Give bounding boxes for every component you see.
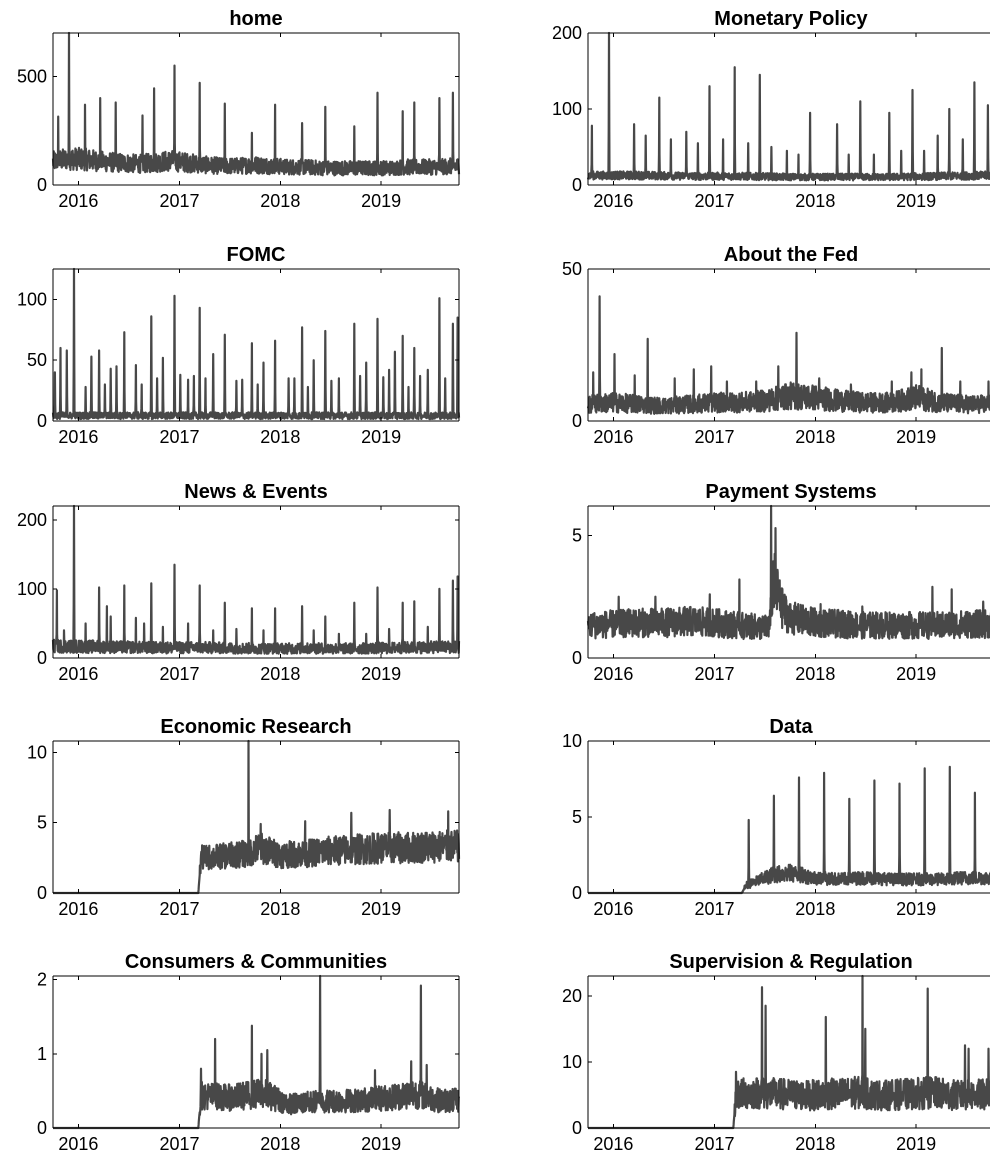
series-line [51,267,461,421]
y-tick-label: 10 [562,731,582,751]
panel-title: About the Fed [724,244,858,266]
x-tick-label: 2017 [694,664,734,684]
x-tick-label: 2017 [694,191,734,211]
x-tick-label: 2018 [260,899,300,919]
panel-9: Supervision & Regulation 0 10 20 2016 2017 201… [562,951,990,1154]
series-line [52,739,461,895]
x-tick-label: 2018 [795,899,835,919]
x-tick-label: 2019 [896,191,936,211]
panel-8: Consumers & Communities 0 1 2 2016 2017 2018 20… [37,951,461,1154]
x-tick-label: 2016 [593,899,633,919]
x-tick-label: 2019 [896,899,936,919]
y-tick-label: 5 [572,525,582,545]
x-tick-label: 2019 [361,899,401,919]
panel-1: Monetary Policy 0 100 200 2016 2017 2018 2019 [552,8,990,211]
y-tick-label: 0 [37,648,47,668]
y-tick-label: 50 [27,350,47,370]
y-tick-label: 0 [572,1118,582,1138]
series-line [586,295,990,415]
y-tick-label: 0 [37,883,47,903]
x-tick-label: 2016 [593,427,633,447]
y-tick-label: 200 [552,23,582,43]
series-line [587,974,990,1130]
x-tick-label: 2016 [58,191,98,211]
y-tick-label: 5 [572,807,582,827]
y-tick-label: 20 [562,986,582,1006]
x-tick-label: 2017 [694,1134,734,1154]
x-tick-label: 2016 [58,1134,98,1154]
panel-title: Data [769,716,813,738]
x-tick-label: 2017 [159,191,199,211]
panel-4: News & Events 0 100 200 2016 2017 2018 2019 [17,481,461,684]
y-tick-label: 200 [17,510,47,530]
x-tick-label: 2017 [159,899,199,919]
x-tick-label: 2018 [260,664,300,684]
series-line [587,765,990,895]
y-tick-label: 10 [562,1052,582,1072]
panel-title: News & Events [184,481,327,503]
panel-title: FOMC [227,244,286,266]
panel-2: FOMC 0 50 100 2016 2017 2018 2019 [17,244,461,447]
series-line [586,504,990,641]
series-line [586,31,990,182]
y-tick-label: 0 [572,175,582,195]
panel-7: Data 0 5 10 2016 2017 2018 2019 [562,716,990,919]
x-tick-label: 2016 [58,664,98,684]
x-tick-label: 2019 [896,427,936,447]
y-tick-label: 100 [552,99,582,119]
panel-title: home [229,8,282,30]
panel-6: Economic Research 0 5 10 2016 2017 2018 2019 [27,716,461,919]
y-tick-label: 5 [37,813,47,833]
x-tick-label: 2016 [593,664,633,684]
panel-title: Consumers & Communities [125,951,387,973]
series-line [51,504,461,655]
x-tick-label: 2018 [795,191,835,211]
x-tick-label: 2017 [694,427,734,447]
y-tick-label: 10 [27,742,47,762]
x-tick-label: 2019 [361,664,401,684]
x-tick-label: 2017 [159,427,199,447]
x-tick-label: 2019 [896,1134,936,1154]
x-tick-label: 2018 [260,1134,300,1154]
panel-title: Economic Research [160,716,351,738]
panel-5: Payment Systems 0 5 2016 2017 2018 2019 [572,481,990,684]
y-tick-label: 0 [572,883,582,903]
series-line [52,974,461,1130]
x-tick-label: 2018 [795,1134,835,1154]
y-tick-label: 100 [17,289,47,309]
y-tick-label: 0 [572,411,582,431]
y-tick-label: 0 [37,175,47,195]
series-line [51,31,461,177]
x-tick-label: 2016 [58,427,98,447]
panel-3: About the Fed 0 50 2016 2017 2018 2019 [562,244,990,447]
x-tick-label: 2017 [694,899,734,919]
y-tick-label: 500 [17,66,47,86]
x-tick-label: 2018 [260,191,300,211]
x-tick-label: 2017 [159,1134,199,1154]
x-tick-label: 2016 [58,899,98,919]
panel-title: Supervision & Regulation [669,951,912,973]
x-tick-label: 2017 [159,664,199,684]
panel-0: home 0 500 2016 2017 2018 2019 [17,8,461,211]
y-tick-label: 1 [37,1044,47,1064]
y-tick-label: 0 [37,411,47,431]
x-tick-label: 2019 [361,427,401,447]
y-tick-label: 2 [37,970,47,990]
panel-title: Monetary Policy [714,8,868,30]
y-tick-label: 0 [37,1118,47,1138]
x-tick-label: 2019 [361,191,401,211]
x-tick-label: 2019 [896,664,936,684]
y-tick-label: 100 [17,579,47,599]
x-tick-label: 2016 [593,1134,633,1154]
panel-title: Payment Systems [705,481,876,503]
y-tick-label: 0 [572,648,582,668]
x-tick-label: 2018 [795,664,835,684]
y-tick-label: 50 [562,259,582,279]
x-tick-label: 2018 [795,427,835,447]
x-tick-label: 2019 [361,1134,401,1154]
x-tick-label: 2018 [260,427,300,447]
x-tick-label: 2016 [593,191,633,211]
